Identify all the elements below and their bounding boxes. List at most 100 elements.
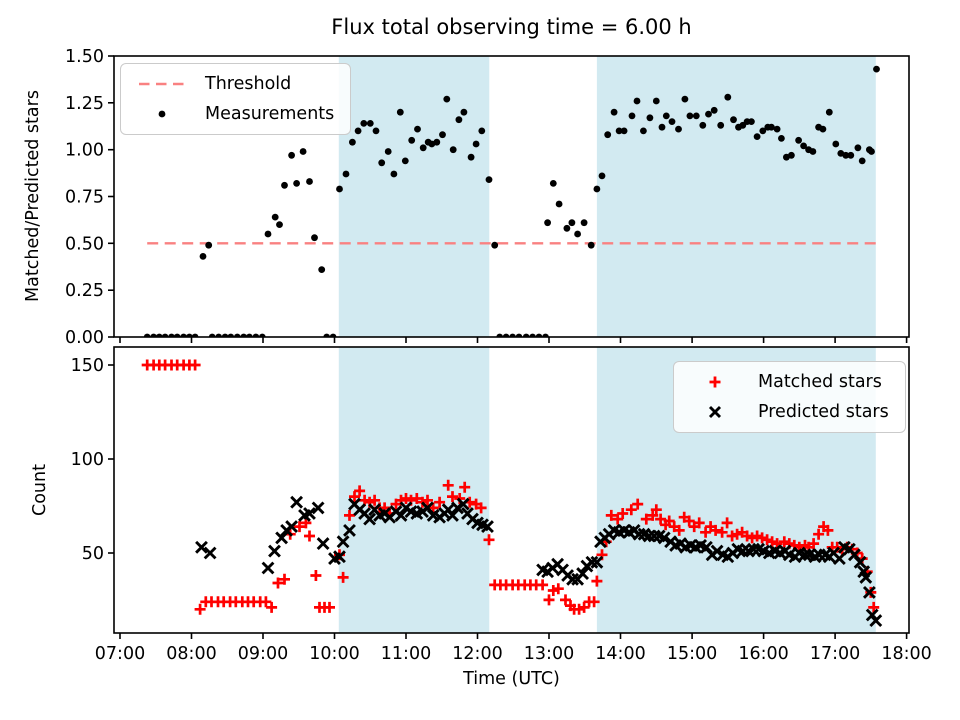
measurement-point — [191, 333, 199, 337]
measurement-point — [221, 333, 229, 337]
measurement-point — [724, 93, 732, 101]
measurement-point — [491, 241, 499, 249]
measurement-point — [574, 230, 581, 238]
matched-point — [552, 583, 564, 595]
y-tick-label: 100 — [71, 450, 104, 470]
measurement-point — [610, 108, 618, 116]
measurement-point — [800, 142, 807, 150]
measurement-point — [825, 108, 833, 116]
measurement-point — [692, 112, 700, 120]
measurement-point — [390, 170, 398, 178]
measurement-point — [854, 144, 862, 152]
measurement-point — [460, 108, 468, 116]
measurement-point — [401, 157, 409, 165]
measurement-point — [686, 112, 694, 120]
measurement-point — [293, 180, 300, 187]
measurement-point — [542, 333, 549, 337]
predicted-point — [590, 555, 604, 569]
predicted-point — [585, 555, 599, 569]
matched-point — [868, 601, 880, 613]
matched-point — [304, 530, 315, 542]
predicted-point — [647, 529, 661, 543]
y-axis-label-top: Matched/Predicted stars — [23, 90, 43, 302]
x-tick-label: 11:00 — [381, 644, 431, 664]
matched-point — [189, 359, 201, 371]
measurement-point — [396, 108, 404, 116]
predicted-point — [268, 544, 281, 558]
measurement-point — [753, 133, 761, 141]
legend-entry-measurements: Measurements — [133, 102, 334, 126]
matched-point — [324, 601, 335, 613]
predicted-point — [832, 552, 846, 566]
legend-label: Predicted stars — [758, 402, 889, 422]
legend-label: Threshold — [205, 74, 292, 94]
measurement-point — [555, 200, 563, 208]
measurement-point — [819, 125, 827, 133]
measurement-point — [529, 333, 536, 337]
measurement-point — [311, 234, 318, 242]
measurement-point — [658, 123, 666, 131]
matched-point — [650, 504, 662, 516]
predicted-point — [747, 542, 760, 556]
measurement-point — [615, 127, 623, 135]
matched-point — [337, 571, 349, 583]
measurement-point — [329, 333, 337, 337]
measurement-point — [323, 333, 331, 337]
matched-point — [591, 575, 603, 587]
predicted-point — [290, 495, 304, 509]
x-axis-label: Time (UTC) — [463, 669, 560, 689]
measurement-point — [318, 266, 326, 273]
measurement-point — [535, 333, 543, 337]
x-tick-label: 16:00 — [738, 644, 788, 664]
measurement-point — [640, 127, 647, 135]
matched-point — [279, 573, 290, 585]
matched-point — [693, 517, 705, 529]
measurement-point — [199, 253, 207, 260]
predicted-point — [657, 531, 671, 545]
measurement-point — [652, 97, 660, 105]
measurement-point — [748, 118, 755, 125]
series-predicted-stars — [195, 495, 883, 628]
predicted-point — [798, 548, 812, 562]
measurement-point — [580, 219, 588, 227]
matched-point — [411, 493, 423, 504]
measurement-point — [150, 333, 157, 337]
predicted-point — [303, 507, 316, 520]
measurement-point — [419, 144, 427, 152]
measurement-point — [587, 241, 595, 249]
legend-top: Threshold Measurements — [120, 63, 352, 135]
predicted-point — [642, 529, 656, 543]
y-tick-label: 1.00 — [65, 141, 104, 161]
y-tick-label: 0.00 — [65, 328, 104, 348]
matched-point — [578, 601, 590, 613]
matched-point — [294, 521, 305, 533]
measurement-point — [478, 127, 486, 135]
predicted-point — [363, 512, 377, 526]
matched-point — [663, 515, 675, 527]
matched-point — [434, 496, 446, 508]
matched-point — [813, 528, 825, 540]
measurement-point — [568, 219, 576, 227]
y-tick-label: 50 — [82, 544, 104, 564]
measurement-point — [710, 106, 718, 114]
measurement-point — [354, 127, 362, 135]
measurement-point — [788, 151, 795, 159]
x-tick-label: 07:00 — [95, 644, 145, 664]
predicted-point — [862, 585, 876, 599]
predicted-point — [446, 508, 459, 522]
measurement-point — [809, 148, 817, 155]
measurement-point — [252, 333, 260, 337]
predicted-point — [195, 540, 208, 554]
measurement-point — [455, 116, 463, 124]
matched-point — [588, 596, 600, 608]
measurement-point — [593, 185, 601, 193]
matched-point — [625, 504, 637, 516]
matched-point — [632, 498, 644, 510]
measurement-point — [662, 112, 670, 120]
matched-point — [710, 524, 722, 536]
measurement-point — [628, 112, 636, 120]
measurement-point — [281, 181, 288, 189]
series-measurements — [143, 65, 880, 337]
